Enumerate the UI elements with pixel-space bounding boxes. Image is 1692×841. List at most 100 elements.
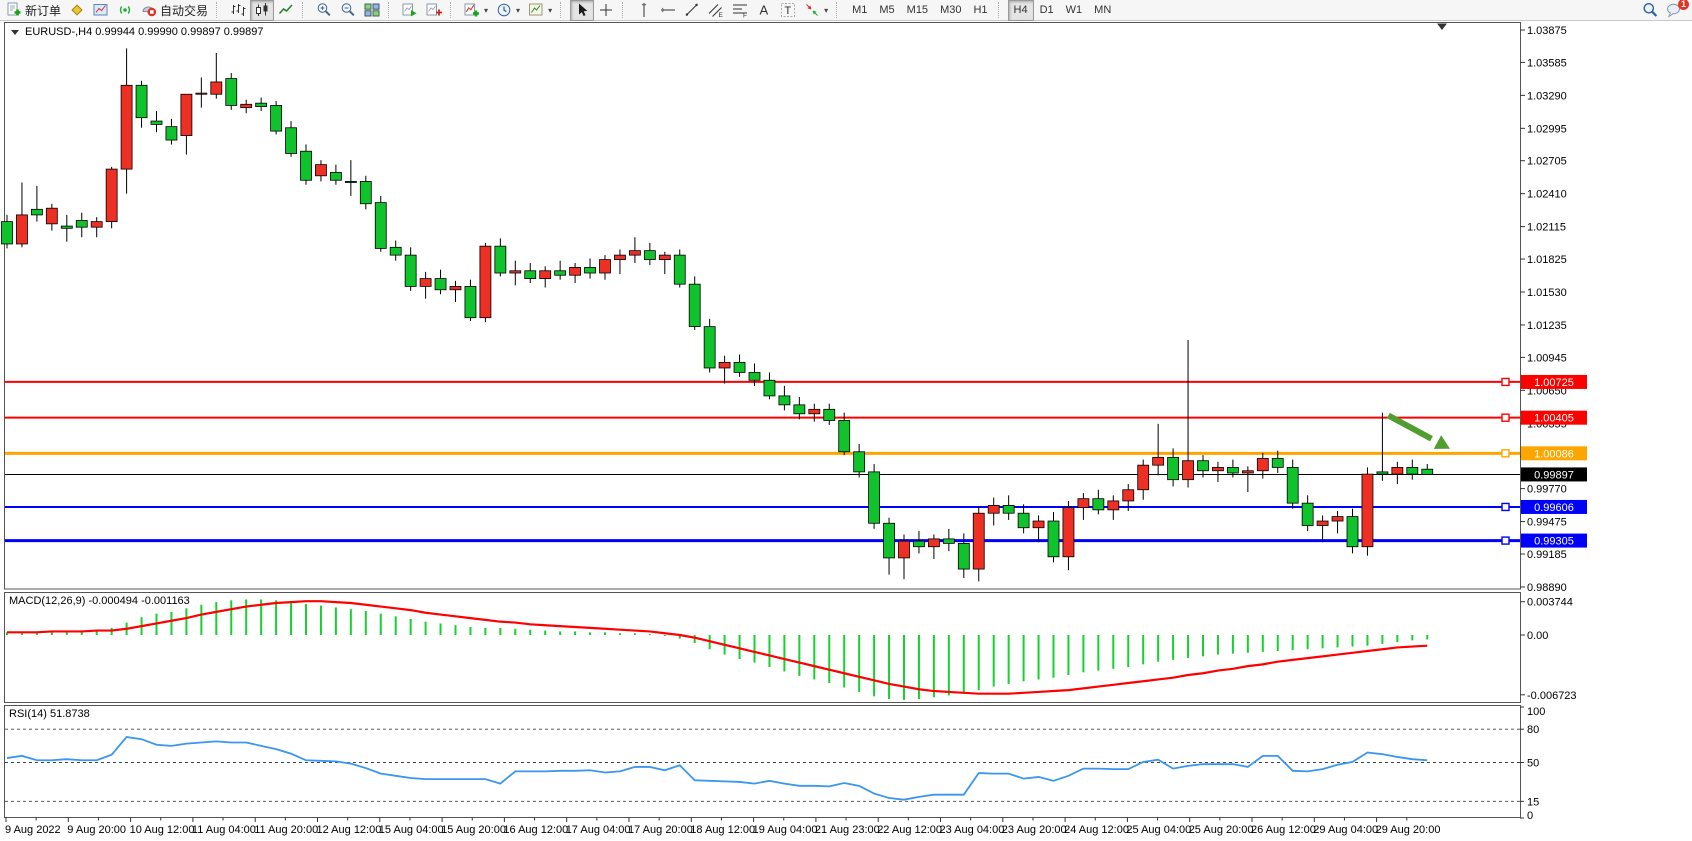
candle-body — [1361, 473, 1374, 548]
candle-body — [344, 180, 357, 183]
equidistant-channel-button[interactable]: E — [704, 0, 728, 21]
timeframe-d1-label: D1 — [1039, 4, 1054, 16]
new-chart-icon — [71, 4, 83, 16]
timeframe-m15[interactable]: M15 — [901, 0, 934, 21]
svg-text:50: 50 — [1527, 758, 1539, 770]
macd-panel[interactable]: 0.003744 0.00 -0.006723 MACD(12,26,9) -0.00… — [6, 595, 1577, 702]
trendline-button[interactable] — [680, 0, 704, 21]
fibonacci-button[interactable]: F — [728, 0, 752, 21]
zoom-in-button[interactable] — [312, 0, 336, 21]
periods-button[interactable]: ▾ — [492, 0, 524, 21]
new-order-button[interactable]: 新订单 — [2, 0, 65, 21]
chat-button[interactable]: 1 — [1662, 0, 1689, 21]
svg-text:15: 15 — [1527, 796, 1539, 808]
candle-body — [1227, 467, 1239, 474]
rsi-label: RSI(14) 51.8738 — [9, 708, 90, 720]
svg-text:22 Aug 12:00: 22 Aug 12:00 — [877, 824, 942, 836]
candle-body — [1256, 458, 1269, 472]
toolbar-separator — [388, 2, 395, 18]
svg-text:16 Aug 12:00: 16 Aug 12:00 — [503, 824, 568, 836]
candle-body — [868, 471, 880, 524]
rsi-line — [6, 736, 1428, 801]
signals-button[interactable] — [113, 0, 137, 21]
candle-body — [838, 420, 851, 453]
svg-text:1.03875: 1.03875 — [1527, 25, 1567, 37]
candle-body — [913, 540, 925, 548]
svg-text:0.99770: 0.99770 — [1527, 484, 1567, 496]
tile-windows-button[interactable] — [360, 0, 384, 21]
crosshair-button[interactable] — [594, 0, 618, 21]
candle-body — [60, 225, 73, 229]
candle-body — [479, 245, 492, 319]
candle-body — [359, 180, 372, 205]
search-button[interactable] — [1638, 0, 1662, 21]
candle-body — [883, 522, 895, 559]
candle-body — [1406, 467, 1419, 475]
chat-icon — [1667, 3, 1680, 18]
svg-text:17 Aug 04:00: 17 Aug 04:00 — [566, 824, 631, 836]
horizontal-line-button[interactable] — [656, 0, 680, 21]
candle-body — [464, 286, 477, 319]
candle-body — [75, 220, 88, 228]
text-button[interactable]: A — [752, 0, 776, 21]
candle-body — [1331, 516, 1344, 522]
cursor-button[interactable] — [570, 0, 595, 21]
timeframe-w1[interactable]: W1 — [1060, 0, 1089, 21]
svg-text:1.01825: 1.01825 — [1527, 254, 1567, 266]
search-icon — [1643, 3, 1658, 17]
rsi-panel[interactable]: 100 80 50 15 0 RSI(14) 51.8738 — [5, 706, 1545, 822]
templates-button[interactable]: ▾ — [524, 0, 556, 21]
toolbar-separator — [836, 2, 843, 18]
vertical-line-button[interactable] — [632, 0, 656, 21]
text-label-button[interactable]: T — [776, 0, 800, 21]
chart-shift-button[interactable] — [422, 0, 446, 21]
auto-trading-button[interactable]: 自动交易 — [137, 0, 212, 21]
profiles-button[interactable] — [89, 0, 113, 21]
candle-body — [673, 254, 686, 285]
candlestick-chart-button[interactable] — [250, 0, 275, 21]
auto-scroll-button[interactable] — [398, 0, 422, 21]
zoom-in-icon — [317, 3, 331, 17]
candle-body — [240, 103, 253, 109]
arrows-button[interactable]: ▾ — [800, 0, 832, 21]
bar-chart-button[interactable] — [226, 0, 250, 21]
candle-body — [270, 105, 283, 132]
signals-icon — [119, 6, 131, 14]
svg-text:1.00086: 1.00086 — [1534, 448, 1574, 460]
panel-frames — [4, 22, 1521, 818]
svg-text:17 Aug 20:00: 17 Aug 20:00 — [628, 824, 693, 836]
timeframe-m1[interactable]: M1 — [846, 0, 873, 21]
candles-layer — [1, 48, 1434, 582]
candle-body — [554, 270, 567, 276]
chart-collapse-icon[interactable] — [11, 30, 19, 35]
timeframe-mn[interactable]: MN — [1088, 0, 1117, 21]
candle-body — [853, 451, 866, 473]
svg-text:15 Aug 04:00: 15 Aug 04:00 — [379, 824, 444, 836]
svg-text:0.99305: 0.99305 — [1534, 536, 1574, 548]
timeframe-h4[interactable]: H4 — [1007, 0, 1034, 21]
timeframe-mn-label: MN — [1094, 4, 1112, 16]
candle-body — [703, 326, 716, 369]
candle-body — [1316, 520, 1329, 526]
timeframe-m5[interactable]: M5 — [873, 0, 900, 21]
horizontal-lines[interactable] — [5, 380, 1520, 543]
chat-badge: 1 — [1678, 0, 1689, 10]
arrow-annotation[interactable] — [1386, 412, 1450, 449]
candle-body — [1, 221, 13, 245]
zoom-out-icon — [341, 3, 355, 17]
timeframe-m30[interactable]: M30 — [934, 0, 967, 21]
price-chart[interactable]: 1.03875 1.03585 1.03290 1.02995 1.02705 1.024… — [0, 21, 1692, 841]
svg-text:9 Aug 2022: 9 Aug 2022 — [5, 824, 61, 836]
candle-body — [1167, 456, 1179, 481]
time-axis[interactable]: 9 Aug 2022 9 Aug 20:00 10 Aug 12:0011 Aug … — [5, 817, 1440, 837]
svg-text:25 Aug 04:00: 25 Aug 04:00 — [1126, 824, 1191, 836]
line-chart-button[interactable] — [274, 0, 298, 21]
timeframe-h1[interactable]: H1 — [967, 0, 993, 21]
zoom-out-button[interactable] — [336, 0, 360, 21]
new-chart-button[interactable] — [65, 0, 89, 21]
timeframe-w1-label: W1 — [1065, 4, 1083, 16]
timeframe-d1[interactable]: D1 — [1034, 0, 1060, 21]
crosshair-icon — [600, 4, 613, 16]
indicators-button[interactable]: ▾ — [460, 0, 492, 21]
svg-text:1.03290: 1.03290 — [1527, 90, 1567, 102]
